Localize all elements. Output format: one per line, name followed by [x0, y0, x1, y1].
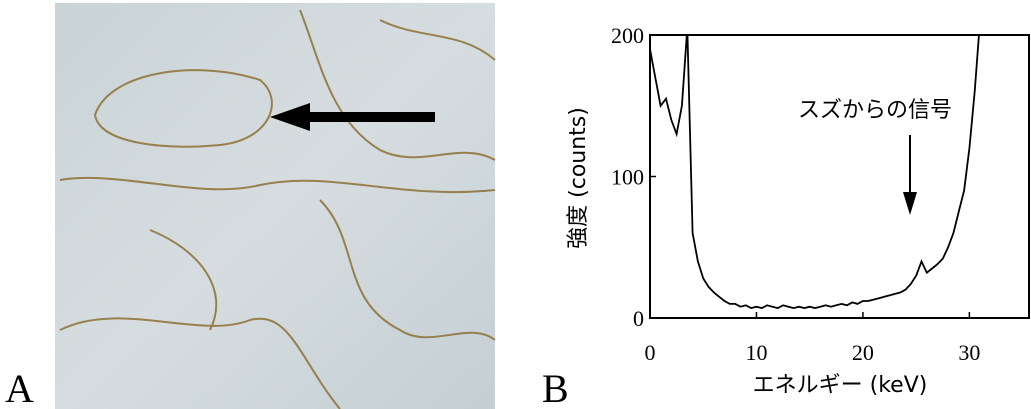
panel-label: A	[5, 366, 34, 409]
y-tick-label: 200	[611, 23, 644, 48]
y-tick-label: 100	[611, 165, 644, 190]
x-tick-label: 20	[852, 340, 874, 365]
y-tick-label: 0	[633, 306, 644, 331]
x-tick-label: 0	[645, 340, 656, 365]
plot-frame	[649, 34, 1030, 319]
micrograph	[55, 3, 496, 409]
x-axis-label: エネルギー (keV)	[753, 373, 928, 398]
annotation-arrowhead	[903, 192, 917, 215]
x-tick-label: 30	[958, 340, 980, 365]
spectrum-line	[650, 35, 980, 310]
panel-label: B	[542, 366, 569, 409]
x-tick-label: 10	[745, 340, 767, 365]
annotation: スズからの信号	[798, 98, 952, 123]
y-axis-label: 強度 (counts)	[566, 107, 591, 249]
plot-area	[650, 35, 980, 310]
